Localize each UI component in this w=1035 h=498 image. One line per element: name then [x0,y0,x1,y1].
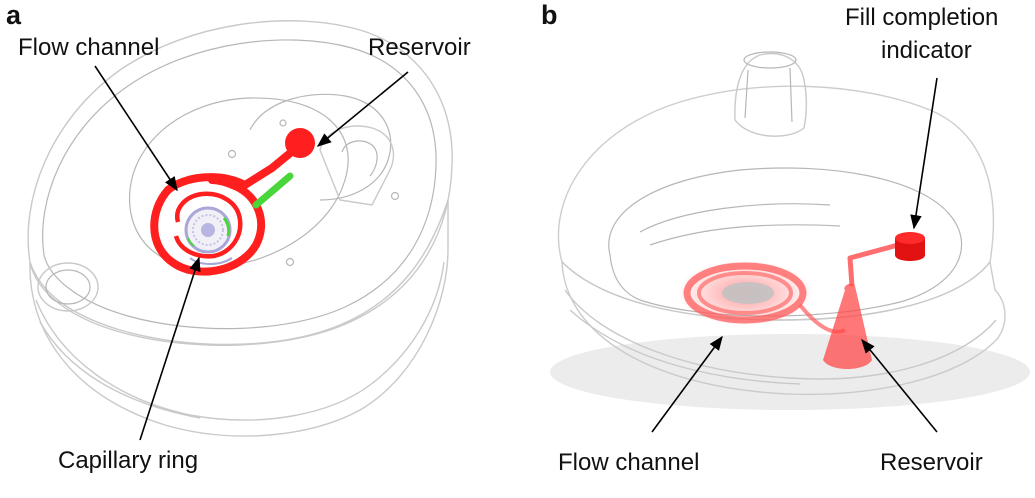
leader-capillary-ring-a [139,256,201,441]
green-indicator-bar-a [252,172,294,209]
panel-b: b [541,0,1030,476]
device-a-body [27,20,453,437]
flow-channel-b [677,260,846,334]
label-flow-channel-a: Flow channel [18,34,159,61]
indicator-feeder-b [847,242,899,287]
device-b-shadow [550,334,1030,410]
capillary-ring-a [184,206,233,265]
reservoir-b [823,283,872,369]
leader-reservoir-a [316,71,409,147]
leader-fill-indicator-b [910,77,938,230]
label-reservoir-a: Reservoir [368,34,471,61]
reservoir-a [285,128,315,158]
panel-a-letter: a [6,0,22,30]
label-capillary-ring-a: Capillary ring [58,447,198,474]
leader-reservoir-b [861,338,938,433]
label-fill-completion-line2-b: indicator [881,37,972,64]
panel-b-letter: b [541,0,558,30]
panel-a: a [6,0,471,474]
label-fill-completion-line1-b: Fill completion [845,4,998,31]
label-reservoir-b: Reservoir [880,449,983,476]
leader-flow-channel-b [651,335,723,433]
flow-channel-a [150,141,304,276]
label-flow-channel-b: Flow channel [558,449,699,476]
leader-flow-channel-a [94,65,178,192]
fill-completion-indicator-b [895,232,925,261]
